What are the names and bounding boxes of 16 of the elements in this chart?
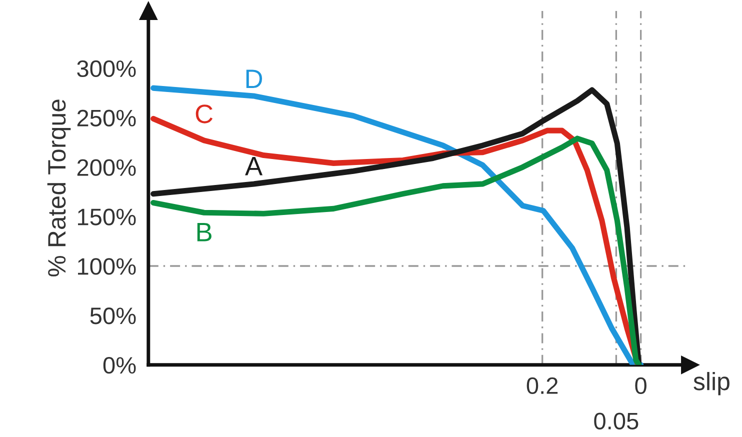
y-tick-label: 50% <box>90 308 136 324</box>
y-tick-label: 300% <box>77 60 136 78</box>
x-tick-label: 0 <box>635 377 646 394</box>
y-tick-label: 150% <box>78 208 136 226</box>
y-tick-label: 0% <box>103 356 136 374</box>
series-label: A <box>245 157 263 176</box>
series-label: C <box>196 104 213 124</box>
x-axis-title: slip <box>694 372 730 396</box>
y-tick-label: 200% <box>77 159 136 176</box>
x-tick-label: 0.2 <box>526 377 558 394</box>
y-tick-label: 100% <box>78 258 136 275</box>
y-tick-label: 250% <box>77 110 136 126</box>
ref-line-label: 0.05 <box>594 412 638 430</box>
series-label: B <box>197 223 212 242</box>
series-label: D <box>246 70 262 88</box>
y-axis-title: % Rated Torque <box>47 100 71 276</box>
